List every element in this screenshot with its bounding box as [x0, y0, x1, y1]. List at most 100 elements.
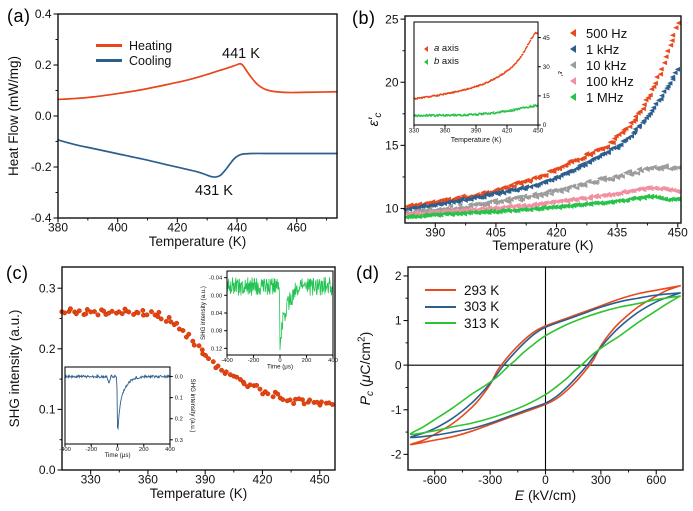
- svg-text:0.1: 0.1: [175, 396, 183, 402]
- panel-a: 380 400 420 440 460 -0.4 -0.2 0.0 0.2 0.4 Temperat…: [0, 0, 346, 255]
- panel-label-b: (b): [352, 8, 376, 28]
- annotation-heating-peak: 441 K: [222, 46, 260, 62]
- loop-line-swatch: [425, 305, 456, 308]
- legend-d: 293 K 303 K 313 K: [425, 282, 499, 332]
- legend-label: b axis: [434, 56, 459, 67]
- svg-text:-400: -400: [59, 447, 71, 453]
- legend-item: 10 kHz: [570, 57, 634, 73]
- legend-item: 1 MHz: [570, 89, 634, 105]
- svg-text:460: 460: [287, 221, 307, 235]
- svg-text:E (kV/cm): E (kV/cm): [515, 487, 576, 503]
- svg-text:15: 15: [385, 139, 399, 153]
- svg-text:450: 450: [310, 473, 330, 487]
- svg-text:Time (μs): Time (μs): [267, 364, 293, 371]
- svg-text:-0.2: -0.2: [31, 160, 52, 174]
- legend-item: 313 K: [425, 315, 499, 332]
- svg-text:0.00: 0.00: [211, 293, 222, 299]
- svg-text:15: 15: [543, 93, 551, 100]
- svg-text:0.0: 0.0: [39, 463, 56, 477]
- legend-label: 313 K: [464, 315, 500, 331]
- svg-text:400: 400: [328, 358, 338, 364]
- svg-text:Temperature (K): Temperature (K): [492, 237, 593, 253]
- panel-label-c: (c): [6, 263, 29, 283]
- svg-text:-200: -200: [85, 447, 97, 453]
- legend-label: Heating: [129, 38, 173, 53]
- svg-text:450: 450: [533, 128, 544, 135]
- shg-chart: 330 360 390 420 450 0.0 0.1 0.2 0.3 Temperature (…: [7, 266, 338, 501]
- legend-item: Heating: [96, 38, 172, 53]
- legend-item: 293 K: [425, 282, 499, 299]
- tri-left-icon: [570, 45, 576, 53]
- panel-b: 390 405 420 435 450 10 15 20 25 Temperature (K) ε′…: [346, 0, 693, 255]
- svg-text:0.2: 0.2: [39, 342, 56, 356]
- svg-text:-600: -600: [423, 473, 447, 487]
- svg-text:0.2: 0.2: [35, 58, 52, 72]
- svg-text:Temperature (K): Temperature (K): [451, 137, 502, 144]
- legend-b-inset: a axis b axis: [424, 42, 459, 68]
- svg-text:0.3: 0.3: [175, 438, 183, 444]
- svg-text:360: 360: [440, 128, 451, 135]
- svg-text:450: 450: [668, 226, 688, 240]
- annotation-cooling-peak: 431 K: [195, 183, 233, 199]
- svg-text:0.4: 0.4: [35, 7, 52, 21]
- svg-text:ε′: ε′: [556, 71, 563, 76]
- svg-text:420: 420: [547, 226, 567, 240]
- legend-label: 1 kHz: [586, 41, 620, 57]
- svg-text:-0.04: -0.04: [209, 276, 223, 282]
- svg-text:200: 200: [302, 358, 312, 364]
- svg-text:390: 390: [471, 128, 482, 135]
- svg-text:ε′c: ε′c: [365, 113, 384, 127]
- svg-text:Pc (μC/cm2): Pc (μC/cm2): [357, 332, 376, 406]
- svg-text:0.12: 0.12: [211, 346, 222, 352]
- panel-label-a: (a): [7, 6, 31, 26]
- svg-text:20: 20: [385, 75, 399, 89]
- svg-text:-400: -400: [221, 358, 233, 364]
- cooling-line-swatch: [96, 59, 122, 62]
- legend-item: a axis: [424, 42, 459, 55]
- svg-text:400: 400: [108, 221, 128, 235]
- pe-loop-chart: -600 -300 0 300 600 -2 -1 0 1 2 E (kV/cm) Pc (μC/cm…: [357, 266, 684, 503]
- svg-text:0.0: 0.0: [175, 375, 183, 381]
- svg-text:-200: -200: [248, 358, 260, 364]
- svg-text:0.1: 0.1: [39, 403, 56, 417]
- svg-text:435: 435: [607, 226, 627, 240]
- tri-left-icon: [424, 45, 428, 52]
- legend-label: 303 K: [464, 299, 500, 315]
- svg-text:0: 0: [543, 122, 547, 129]
- svg-text:380: 380: [48, 221, 68, 235]
- legend-label: 293 K: [464, 282, 500, 298]
- legend-item: Cooling: [96, 53, 172, 68]
- svg-text:0.04: 0.04: [211, 311, 223, 317]
- svg-text:-300: -300: [478, 473, 502, 487]
- svg-text:420: 420: [502, 128, 513, 135]
- panel-label-d: (d): [356, 263, 380, 283]
- svg-text:0: 0: [542, 473, 549, 487]
- dsc-chart: 380 400 420 440 460 -0.4 -0.2 0.0 0.2 0.4 Temperat…: [6, 7, 338, 249]
- svg-text:0: 0: [116, 447, 119, 453]
- svg-text:0.0: 0.0: [35, 109, 52, 123]
- svg-text:SHG intensity (a.u.): SHG intensity (a.u.): [189, 379, 196, 433]
- svg-text:Time (μs): Time (μs): [104, 452, 130, 459]
- panel-c: 330 360 390 420 450 0.0 0.1 0.2 0.3 Temperature (…: [0, 255, 346, 511]
- svg-text:30: 30: [543, 64, 551, 71]
- svg-text:200: 200: [139, 447, 149, 453]
- svg-text:405: 405: [486, 226, 506, 240]
- legend-label: 1 MHz: [586, 89, 624, 105]
- svg-text:SHG intensity (a.u.): SHG intensity (a.u.): [7, 310, 22, 428]
- svg-text:0.08: 0.08: [211, 329, 222, 335]
- svg-text:400: 400: [165, 447, 175, 453]
- svg-text:300: 300: [591, 473, 611, 487]
- svg-text:SHG intensity (a.u.): SHG intensity (a.u.): [200, 286, 207, 340]
- svg-text:Heat Flow (mW/mg): Heat Flow (mW/mg): [6, 56, 21, 176]
- svg-text:0: 0: [395, 358, 402, 372]
- legend-b: 500 Hz 1 kHz 10 kHz 100 kHz 1 MHz: [570, 25, 634, 105]
- svg-text:330: 330: [81, 473, 101, 487]
- heating-line-swatch: [96, 44, 122, 47]
- legend-item: 303 K: [425, 299, 499, 316]
- svg-text:45: 45: [543, 35, 551, 42]
- tri-left-icon: [570, 29, 576, 37]
- loop-line-swatch: [425, 289, 456, 292]
- legend-item: 100 kHz: [570, 73, 634, 89]
- svg-text:10: 10: [385, 202, 399, 216]
